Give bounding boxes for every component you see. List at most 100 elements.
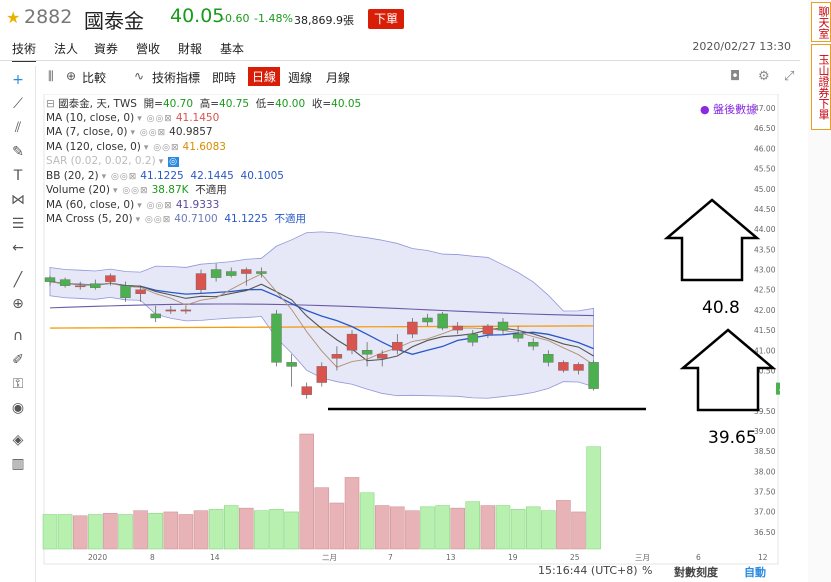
volume-bar bbox=[208, 509, 224, 550]
legend-volume[interactable]: Volume (20) ▾ ◎◎⊠ 38.87K 不適用 bbox=[46, 184, 227, 196]
volume-bar bbox=[450, 507, 465, 550]
percent-toggle[interactable]: % bbox=[642, 564, 653, 577]
volume-bar bbox=[390, 506, 405, 550]
lock-icon[interactable]: ⚿ bbox=[12, 376, 24, 392]
chatroom-button[interactable]: 聊天室 bbox=[811, 2, 831, 42]
tab-basic[interactable]: 基本 bbox=[220, 42, 245, 56]
price-tick-label: 46.50 bbox=[754, 124, 776, 133]
tab-revenue[interactable]: 營收 bbox=[136, 42, 161, 56]
price-tick-label: 44.50 bbox=[754, 205, 776, 214]
legend-ma10[interactable]: MA (10, close, 0) ▾ ◎◎⊠ 41.1450 bbox=[46, 111, 220, 124]
camera-icon[interactable]: ◘ bbox=[730, 69, 741, 84]
time-tick-label: 7 bbox=[388, 553, 393, 562]
candle-body bbox=[44, 277, 56, 282]
legend-ma120[interactable]: MA (120, close, 0) ▾ ◎◎⊠ 41.6083 bbox=[46, 140, 226, 153]
ruler-tool-icon[interactable]: ☰ bbox=[11, 216, 25, 232]
volume-bar bbox=[178, 514, 194, 550]
volume-bar bbox=[510, 509, 526, 550]
fullscreen-icon[interactable]: ⤢ bbox=[784, 69, 795, 84]
legend-ma7[interactable]: MA (7, close, 0) ▾ ◎◎⊠ 40.9857 bbox=[46, 126, 213, 138]
candle-body bbox=[392, 341, 403, 351]
time-tick-label: 14 bbox=[210, 553, 220, 562]
layers-icon[interactable]: ◈ bbox=[12, 432, 24, 448]
favorite-star-icon[interactable]: ★ bbox=[6, 8, 21, 27]
volume-bar bbox=[541, 510, 556, 550]
legend-ma60[interactable]: MA (60, close, 0) ▾ ◎◎⊠ 41.9333 bbox=[46, 198, 220, 211]
compare-button[interactable]: 比較 bbox=[82, 71, 107, 85]
ma60-line bbox=[49, 303, 594, 317]
time-tick-label: 13 bbox=[446, 553, 456, 562]
price-tick-label: 40.05 bbox=[779, 385, 780, 394]
volume-bar bbox=[299, 433, 314, 550]
fib-icon[interactable]: ⫽ bbox=[14, 120, 22, 136]
trendline-icon[interactable]: ⟋ bbox=[13, 96, 23, 112]
tab-financials[interactable]: 財報 bbox=[178, 42, 203, 56]
annotation-upper-price: 40.8 bbox=[702, 298, 740, 318]
volume-bar bbox=[72, 515, 88, 550]
price-tick-label: 38.50 bbox=[754, 447, 776, 456]
eye-icon[interactable]: ◉ bbox=[11, 400, 25, 416]
price-tick-label: 42.50 bbox=[754, 286, 776, 295]
order-button[interactable]: 下單 bbox=[368, 9, 404, 29]
candle-body bbox=[437, 313, 448, 329]
time-tick-label: 25 bbox=[570, 553, 580, 562]
price-tick-label: 42.00 bbox=[754, 306, 776, 315]
indicator-icon[interactable]: ∿ bbox=[134, 69, 145, 83]
last-price: 40.05 bbox=[170, 5, 225, 27]
volume-bar bbox=[495, 505, 511, 550]
volume-bar bbox=[163, 511, 179, 550]
quote-header: ★ 2882 國泰金 40.05 -0.60 -1.48% 38,869.9張 … bbox=[0, 0, 800, 36]
volume-bar bbox=[405, 510, 420, 550]
after-hours-data[interactable]: ● 盤後數據 bbox=[700, 103, 758, 116]
intraday-button[interactable]: 即時 bbox=[212, 71, 237, 85]
candle-body bbox=[225, 271, 237, 276]
candle-body bbox=[467, 333, 478, 343]
trash-icon[interactable]: ▥ bbox=[11, 456, 25, 472]
back-arrow-icon[interactable]: ← bbox=[12, 240, 24, 256]
volume-bar bbox=[571, 511, 586, 550]
zoom-in-icon[interactable]: ⊕ bbox=[12, 296, 24, 312]
monthly-button[interactable]: 月線 bbox=[326, 71, 351, 85]
weekly-button[interactable]: 週線 bbox=[288, 71, 313, 85]
volume-bar bbox=[57, 514, 73, 550]
price-tick-label: 47.00 bbox=[754, 104, 776, 113]
price-chart[interactable]: 47.00 46.50 46.00 45.50 45.00 44.50 44.00 43.50… bbox=[40, 94, 780, 582]
legend-sar[interactable]: SAR (0.02, 0.02, 0.2) ▾ ◎ bbox=[46, 155, 179, 167]
text-icon[interactable]: T bbox=[13, 168, 23, 184]
legend-macross[interactable]: MA Cross (5, 20) ▾ ◎◎⊠ 40.7100 41.1225 不適用 bbox=[46, 213, 306, 225]
broker-order-button[interactable]: 玉山證券下單 bbox=[811, 44, 831, 130]
volume-bar bbox=[193, 510, 209, 550]
pattern-icon[interactable]: ⋈ bbox=[11, 192, 25, 208]
tab-technical[interactable]: 技術 bbox=[12, 40, 37, 62]
pencil-lock-icon[interactable]: ✐ bbox=[12, 352, 24, 368]
volume-bar bbox=[420, 506, 435, 550]
brush-icon[interactable]: ✎ bbox=[12, 144, 24, 160]
candle-body bbox=[558, 362, 569, 371]
candle-body bbox=[346, 333, 358, 351]
tab-margin[interactable]: 資券 bbox=[94, 42, 119, 56]
tab-institutional[interactable]: 法人 bbox=[54, 42, 79, 56]
auto-scale-toggle[interactable]: 自動 bbox=[744, 566, 766, 579]
price-tick-label: 39.50 bbox=[754, 407, 776, 416]
volume-bar bbox=[223, 505, 239, 550]
time-tick-label: 三月 bbox=[635, 553, 650, 562]
volume-bar bbox=[314, 487, 330, 550]
candle-type-icon[interactable]: ⫼ bbox=[48, 69, 54, 83]
candle-body bbox=[59, 279, 71, 286]
crosshair-icon[interactable]: + bbox=[12, 72, 24, 88]
candle-body bbox=[165, 309, 177, 312]
daily-button[interactable]: 日線 bbox=[248, 67, 281, 86]
time-tick-label: 2020 bbox=[88, 553, 107, 562]
legend-bb[interactable]: BB (20, 2) ▾ ◎◎⊠ 41.1225 42.1445 40.1005 bbox=[46, 169, 284, 182]
candle-body bbox=[497, 321, 509, 331]
price-tick-label: 45.50 bbox=[754, 165, 776, 174]
settings-gear-icon[interactable]: ⚙ bbox=[758, 69, 770, 84]
compare-icon[interactable]: ⊕ bbox=[66, 69, 77, 83]
measure-icon[interactable]: ╱ bbox=[13, 272, 23, 288]
indicators-button[interactable]: 技術指標 bbox=[152, 71, 201, 85]
volume-bar bbox=[359, 492, 375, 550]
log-scale-toggle[interactable]: 對數刻度 bbox=[674, 566, 718, 579]
price-tick-label: 45.00 bbox=[754, 185, 776, 194]
candle-body bbox=[256, 271, 267, 274]
magnet-icon[interactable]: ∩ bbox=[12, 328, 24, 344]
